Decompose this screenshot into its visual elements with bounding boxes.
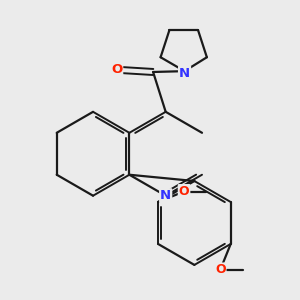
Text: N: N — [160, 189, 171, 202]
Text: O: O — [179, 185, 189, 198]
Text: O: O — [111, 63, 122, 76]
Text: O: O — [215, 263, 226, 276]
Text: N: N — [179, 67, 190, 80]
